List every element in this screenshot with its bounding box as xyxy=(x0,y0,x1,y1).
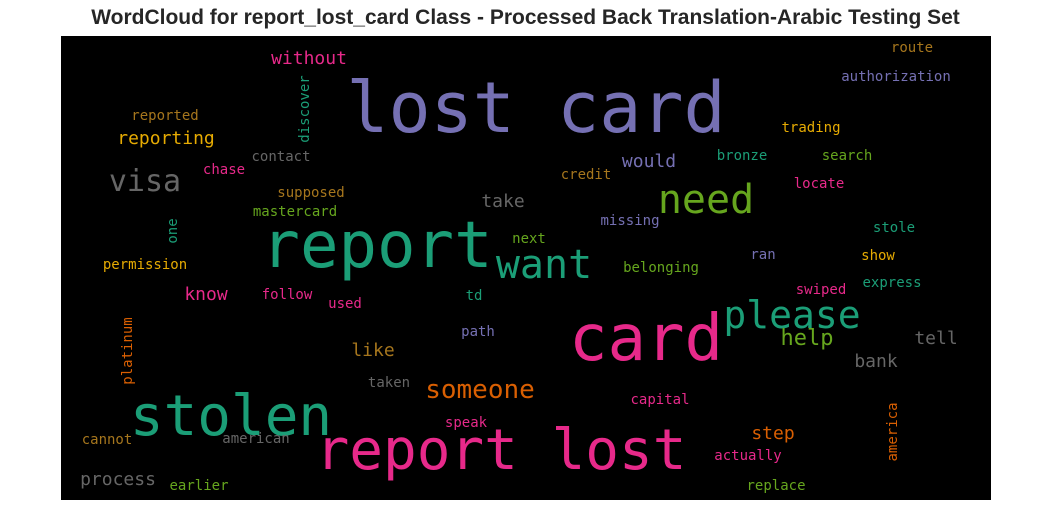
word-american: american xyxy=(222,431,290,447)
word-follow: follow xyxy=(261,287,313,303)
word-search: search xyxy=(821,148,873,164)
word-know: know xyxy=(184,284,228,305)
word-speak: speak xyxy=(444,415,488,431)
word-missing: missing xyxy=(600,213,660,229)
word-express: express xyxy=(862,275,922,291)
word-permission: permission xyxy=(102,257,188,273)
word-take: take xyxy=(481,191,525,212)
word-td: td xyxy=(465,288,483,304)
word-visa: visa xyxy=(108,164,182,199)
word-trading: trading xyxy=(781,120,841,136)
word-bronze: bronze xyxy=(716,148,768,164)
word-reporting: reporting xyxy=(117,128,215,149)
word-need: need xyxy=(657,177,755,223)
word-swiped: swiped xyxy=(795,282,847,298)
word-help: help xyxy=(780,326,834,351)
word-like: like xyxy=(351,340,395,361)
word-supposed: supposed xyxy=(277,185,345,201)
wordcloud-canvas: lost card report card report lost stolen need… xyxy=(61,36,991,500)
word-one: one xyxy=(165,218,181,244)
word-would: would xyxy=(621,151,677,172)
word-credit: credit xyxy=(560,167,612,183)
word-want: want xyxy=(495,242,593,288)
word-step: step xyxy=(751,423,795,444)
word-used: used xyxy=(328,296,362,312)
chart-title: WordCloud for report_lost_card Class - P… xyxy=(91,6,960,29)
word-process: process xyxy=(80,469,156,490)
word-discover: discover xyxy=(297,75,313,143)
word-chase: chase xyxy=(202,162,246,178)
word-report-lost: report lost xyxy=(315,418,687,483)
word-path: path xyxy=(461,324,495,340)
word-ran: ran xyxy=(750,247,776,263)
word-lost-card: lost card xyxy=(346,67,726,149)
word-belonging: belonging xyxy=(623,260,699,276)
word-stole: stole xyxy=(872,220,916,236)
word-america: america xyxy=(885,402,901,462)
word-card: card xyxy=(568,302,724,376)
word-next: next xyxy=(512,231,546,247)
word-cannot: cannot xyxy=(81,432,133,448)
word-replace: replace xyxy=(746,478,806,494)
word-tell: tell xyxy=(914,328,958,349)
word-stolen: stolen xyxy=(129,384,333,449)
word-actually: actually xyxy=(714,448,782,464)
word-without: without xyxy=(271,48,347,69)
word-mastercard: mastercard xyxy=(252,204,338,220)
word-capital: capital xyxy=(630,392,690,408)
word-please: please xyxy=(723,293,861,337)
word-show: show xyxy=(861,248,895,264)
word-report: report xyxy=(261,209,493,283)
word-bank: bank xyxy=(854,351,898,372)
word-platinum: platinum xyxy=(120,317,136,385)
word-someone: someone xyxy=(425,375,535,405)
word-earlier: earlier xyxy=(169,478,229,494)
word-reported: reported xyxy=(131,108,199,124)
word-taken: taken xyxy=(367,375,411,391)
word-authorization: authorization xyxy=(841,69,951,85)
word-locate: locate xyxy=(793,176,845,192)
word-route: route xyxy=(890,40,934,56)
word-contact: contact xyxy=(251,149,311,165)
